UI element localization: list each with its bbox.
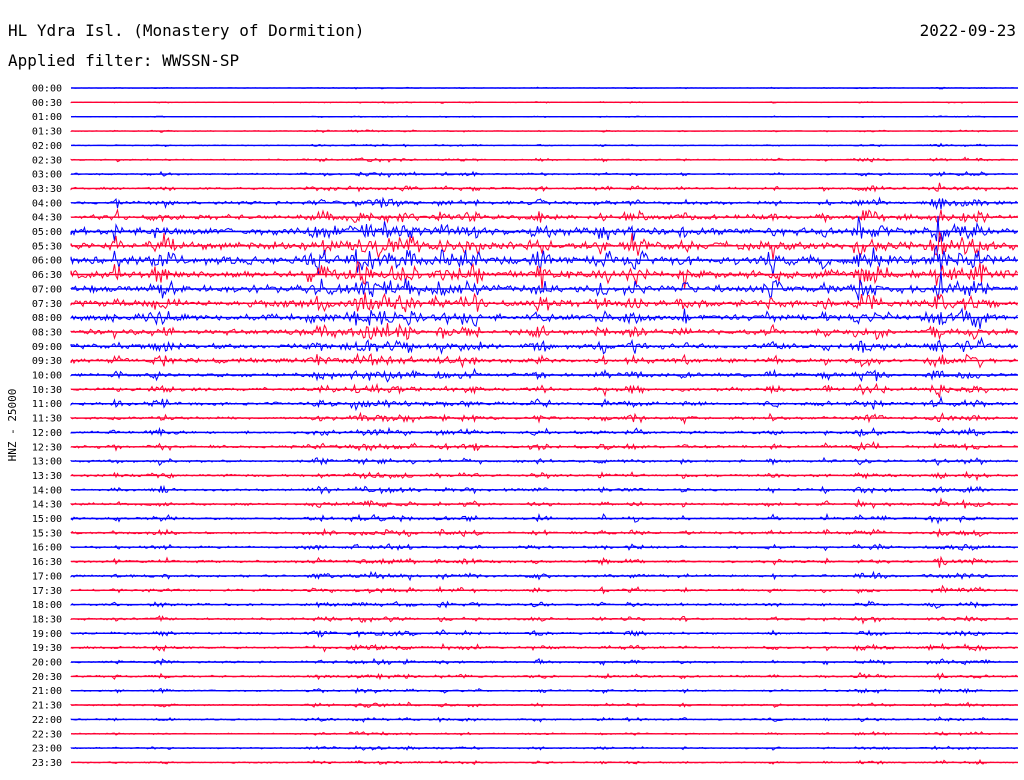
row-time-label: 08:30 — [32, 327, 62, 338]
row-time-label: 12:30 — [32, 442, 62, 453]
seismic-trace — [70, 196, 1018, 211]
row-time-label: 13:30 — [32, 471, 62, 482]
filter-label: Applied filter: WWSSN-SP — [8, 51, 239, 70]
row-time-label: 23:00 — [32, 744, 62, 755]
row-time-label: 12:00 — [32, 428, 62, 439]
row-time-label: 22:00 — [32, 715, 62, 726]
row-time-label: 18:00 — [32, 600, 62, 611]
row-time-label: 01:30 — [32, 127, 62, 138]
seismic-trace — [70, 215, 1018, 243]
row-time-label: 11:30 — [32, 414, 62, 425]
row-time-label: 10:00 — [32, 371, 62, 382]
row-time-label: 06:30 — [32, 270, 62, 281]
row-time-label: 00:00 — [32, 84, 62, 95]
seismic-trace — [70, 456, 1018, 467]
row-time-label: 17:00 — [32, 571, 62, 582]
row-time-label: 14:00 — [32, 485, 62, 496]
seismic-trace — [70, 615, 1018, 625]
y-axis-label: HNZ - 25000 — [6, 389, 19, 462]
row-time-label: 14:30 — [32, 500, 62, 511]
date-label: 2022-09-23 — [920, 21, 1016, 40]
row-time-label: 13:00 — [32, 457, 62, 468]
row-time-label: 20:30 — [32, 672, 62, 683]
row-time-label: 05:00 — [32, 227, 62, 238]
row-time-label: 15:00 — [32, 514, 62, 525]
row-time-label: 05:30 — [32, 241, 62, 252]
row-time-label: 18:30 — [32, 614, 62, 625]
row-time-label: 20:00 — [32, 658, 62, 669]
seismic-trace — [70, 470, 1018, 482]
row-time-label: 11:00 — [32, 399, 62, 410]
seismic-trace — [70, 382, 1018, 398]
seismic-trace — [70, 307, 1018, 329]
row-time-label: 09:30 — [32, 356, 62, 367]
row-time-label: 03:00 — [32, 170, 62, 181]
seismic-trace — [70, 245, 1018, 276]
row-time-label: 06:00 — [32, 256, 62, 267]
row-time-label: 23:30 — [32, 758, 62, 769]
row-time-label: 16:30 — [32, 557, 62, 568]
row-time-label: 04:00 — [32, 198, 62, 209]
row-time-label: 09:00 — [32, 342, 62, 353]
traces — [70, 86, 1018, 766]
seismic-trace — [70, 292, 1018, 313]
row-time-label: 16:00 — [32, 543, 62, 554]
seismic-trace — [70, 367, 1018, 383]
tick-labels: 00:00 00:30 01:00 01:30 02:00 02:30 03:00 03:30… — [32, 84, 62, 769]
seismic-trace — [70, 336, 1018, 355]
row-time-label: 17:30 — [32, 586, 62, 597]
row-time-label: 19:30 — [32, 643, 62, 654]
row-time-label: 08:00 — [32, 313, 62, 324]
row-time-label: 21:30 — [32, 701, 62, 712]
row-time-label: 02:00 — [32, 141, 62, 152]
row-time-label: 19:00 — [32, 629, 62, 640]
row-time-label: 04:30 — [32, 213, 62, 224]
row-time-label: 15:30 — [32, 528, 62, 539]
row-time-label: 22:30 — [32, 729, 62, 740]
row-time-label: 03:30 — [32, 184, 62, 195]
row-time-label: 01:00 — [32, 112, 62, 123]
seismic-trace — [70, 584, 1018, 595]
row-time-label: 02:30 — [32, 155, 62, 166]
seismic-trace — [70, 555, 1018, 568]
station-title: HL Ydra Isl. (Monastery of Dormition) — [8, 21, 364, 40]
seismic-trace — [70, 182, 1018, 193]
row-time-label: 10:30 — [32, 385, 62, 396]
row-time-label: 00:30 — [32, 98, 62, 109]
seismic-trace — [70, 271, 1018, 301]
row-time-label: 07:00 — [32, 284, 62, 295]
row-time-label: 07:30 — [32, 299, 62, 310]
row-time-label: 21:00 — [32, 686, 62, 697]
